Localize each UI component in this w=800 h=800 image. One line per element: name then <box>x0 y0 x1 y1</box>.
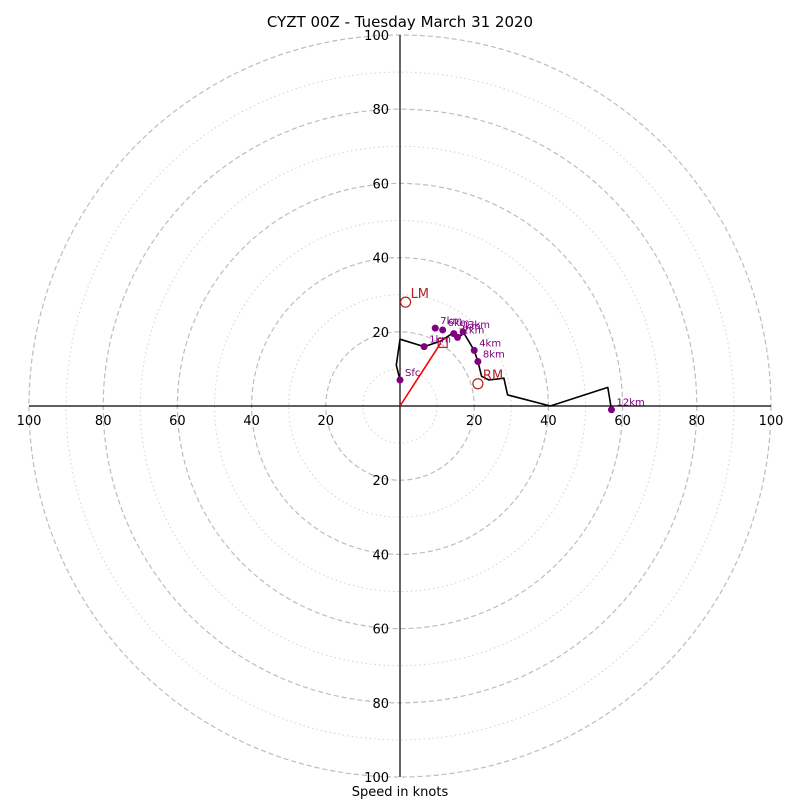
height-marker-dot <box>396 376 404 384</box>
y-tick-label: 80 <box>372 103 389 118</box>
height-marker-label: 6km <box>448 318 470 329</box>
height-marker-dot <box>450 330 458 338</box>
height-marker-label: 2km <box>463 325 485 336</box>
y-tick-label: 100 <box>364 29 389 44</box>
chart-title: CYZT 00Z - Tuesday March 31 2020 <box>267 13 533 31</box>
height-marker-dot <box>439 326 447 334</box>
height-marker-label: 3km <box>468 320 490 331</box>
mean-wind-marker <box>437 337 448 349</box>
height-marker-label: 12km <box>616 398 644 409</box>
height-marker-dot <box>431 324 439 332</box>
y-tick-label: 60 <box>372 177 389 192</box>
x-tick-label: 20 <box>466 414 483 429</box>
storm-motion-marker <box>472 378 484 390</box>
x-tick-label: 40 <box>540 414 557 429</box>
height-marker-label: Sfc <box>405 368 420 379</box>
x-axis-label: Speed in knots <box>352 785 449 800</box>
x-tick-label: 20 <box>318 414 335 429</box>
height-marker-label: 7km <box>440 316 462 327</box>
height-marker-dot <box>470 346 478 354</box>
x-tick-label: 80 <box>95 414 112 429</box>
x-tick-label: 100 <box>759 414 784 429</box>
storm-motion-label: LM <box>411 287 429 302</box>
y-tick-label: 40 <box>372 252 389 267</box>
y-tick-label: 100 <box>364 771 389 786</box>
shear-vector-line <box>399 342 442 407</box>
y-tick-label: 40 <box>372 548 389 563</box>
y-tick-label: 20 <box>372 474 389 489</box>
height-marker-label: 8km <box>483 349 505 360</box>
storm-motion-label: RM <box>483 369 503 384</box>
height-marker-dot <box>474 357 482 365</box>
x-tick-label: 40 <box>243 414 260 429</box>
tick-labels: 100 80 60 40 20 20 40 60 80 100 100 80 60 40 20 20 40 60 8… <box>17 29 784 786</box>
height-marker-dot <box>420 343 428 351</box>
height-marker-dot <box>607 406 615 414</box>
y-tick-label: 80 <box>372 697 389 712</box>
height-marker-label: 1km <box>429 335 451 346</box>
storm-motions: LM RM <box>399 287 503 390</box>
height-marker-label: 5km <box>459 322 481 333</box>
x-tick-label: 80 <box>689 414 706 429</box>
height-marker-label: 4km <box>479 338 501 349</box>
y-tick-label: 60 <box>372 623 389 638</box>
x-tick-label: 100 <box>17 414 42 429</box>
x-tick-label: 60 <box>614 414 631 429</box>
height-marker-dot <box>459 328 467 336</box>
x-tick-label: 60 <box>169 414 186 429</box>
y-tick-label: 20 <box>372 326 389 341</box>
storm-motion-marker <box>399 296 412 308</box>
